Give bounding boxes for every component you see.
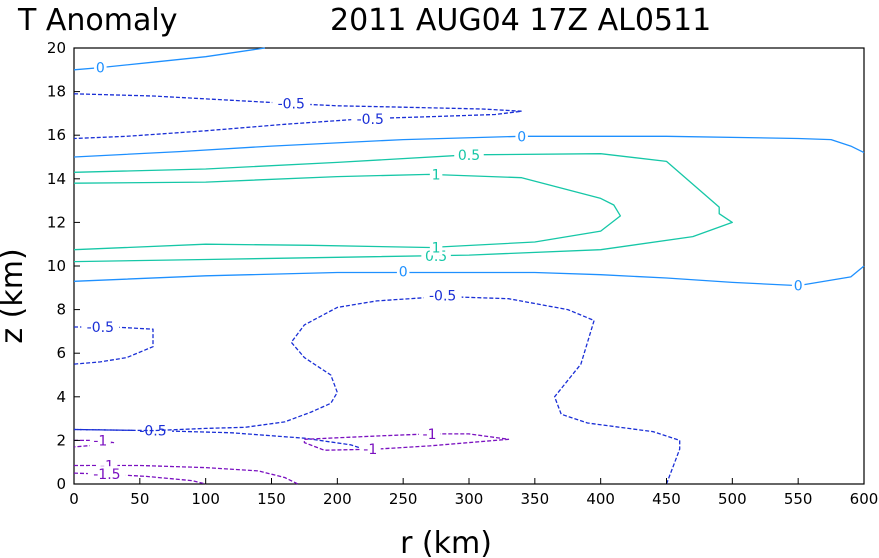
x-axis-title: r (km): [400, 526, 492, 558]
y-tick-label: 16: [47, 126, 66, 144]
y-tick-label: 18: [47, 83, 66, 101]
contour-label: -0.5: [139, 424, 166, 440]
x-tick-label: 200: [323, 490, 352, 508]
contour-label: -1: [363, 442, 377, 458]
plot-frame: [73, 47, 865, 485]
x-tick-label: 600: [850, 490, 879, 508]
x-tick-label: 0: [69, 490, 79, 508]
x-tick-label: 350: [521, 490, 550, 508]
contour-zero-upper: [73, 135, 865, 158]
y-tick-label: 4: [56, 388, 66, 406]
contour-label: 1: [432, 240, 441, 256]
contour-neg05-top: [73, 93, 523, 140]
contour-label-bg: [421, 248, 451, 265]
contour-label: -1: [423, 427, 437, 443]
contour-neg05-big: [73, 295, 681, 485]
contour-zero-top: [73, 47, 265, 71]
x-tick-label: 400: [586, 490, 615, 508]
y-tick-label: 0: [56, 475, 66, 493]
contour-neg05-mid: [73, 428, 371, 452]
contour-label-bg: [81, 319, 120, 336]
chart-title-left: T Anomaly: [17, 3, 177, 38]
contour-label-bg: [419, 425, 440, 442]
y-tick-label: 6: [56, 344, 66, 362]
x-tick-label: 150: [257, 490, 286, 508]
x-axis: 0 50 100 150 200 250 300 350 400 450 500 550 600: [69, 478, 878, 508]
y-tick-label: 14: [47, 170, 66, 188]
contour-layer: 0-0.5-0.500.50.51100-0.5-0.5-0.5-1-1-1-1…: [73, 47, 865, 485]
contour-label: 0: [517, 129, 526, 145]
x-tick-label: 250: [389, 490, 418, 508]
contour-label: -0.5: [87, 320, 114, 336]
y-tick-label: 20: [47, 39, 66, 57]
contour-label-bg: [396, 263, 410, 280]
contour-label-bg: [89, 432, 111, 449]
contour-pos05-upper: [73, 153, 733, 263]
x-tick-label: 500: [718, 490, 747, 508]
chart-title-right: 2011 AUG04 17Z AL0511: [330, 3, 711, 38]
contour-zero-mid: [73, 265, 865, 287]
contour-label-bg: [429, 166, 443, 183]
y-axis: 0 2 4 6 8 10 12 14 16 18 20: [47, 39, 80, 493]
x-tick-label: 550: [784, 490, 813, 508]
contour-label: 0: [794, 279, 803, 295]
y-tick-label: 8: [56, 301, 66, 319]
contour-label-bg: [94, 59, 107, 76]
contour-neg1-blob: [303, 433, 510, 451]
contour-pos1-upper: [73, 173, 622, 251]
y-tick-label: 2: [56, 431, 66, 449]
contour-label-bg: [429, 239, 443, 256]
contour-neg1-bottom: [74, 464, 299, 485]
contour-label: -0.5: [357, 112, 384, 128]
contour-label-bg: [351, 110, 390, 127]
x-tick-label: 300: [455, 490, 484, 508]
y-tick-label: 12: [47, 213, 66, 231]
contour-label-bg: [515, 128, 528, 145]
contour-label-bg: [272, 95, 311, 112]
contour-label: 0: [399, 264, 408, 280]
contour-label: -1.5: [93, 467, 120, 483]
contour-label: 0: [96, 61, 105, 77]
contour-label-bg: [791, 277, 805, 294]
x-tick-label: 450: [652, 490, 681, 508]
y-tick-label: 10: [47, 257, 66, 275]
contour-label: -0.5: [429, 288, 456, 304]
contour-label: 1: [432, 167, 441, 183]
contour-label: 0.5: [458, 148, 480, 164]
contour-label-bg: [423, 287, 462, 304]
contour-label-bg: [87, 466, 126, 483]
contour-label: -0.5: [278, 97, 305, 113]
x-tick-label: 50: [130, 490, 149, 508]
x-tick-label: 100: [191, 490, 220, 508]
contour-label-bg: [359, 441, 381, 458]
contour-label: -1: [93, 433, 107, 449]
y-axis-title: z (km): [0, 248, 30, 343]
contour-label-bg: [454, 146, 484, 163]
